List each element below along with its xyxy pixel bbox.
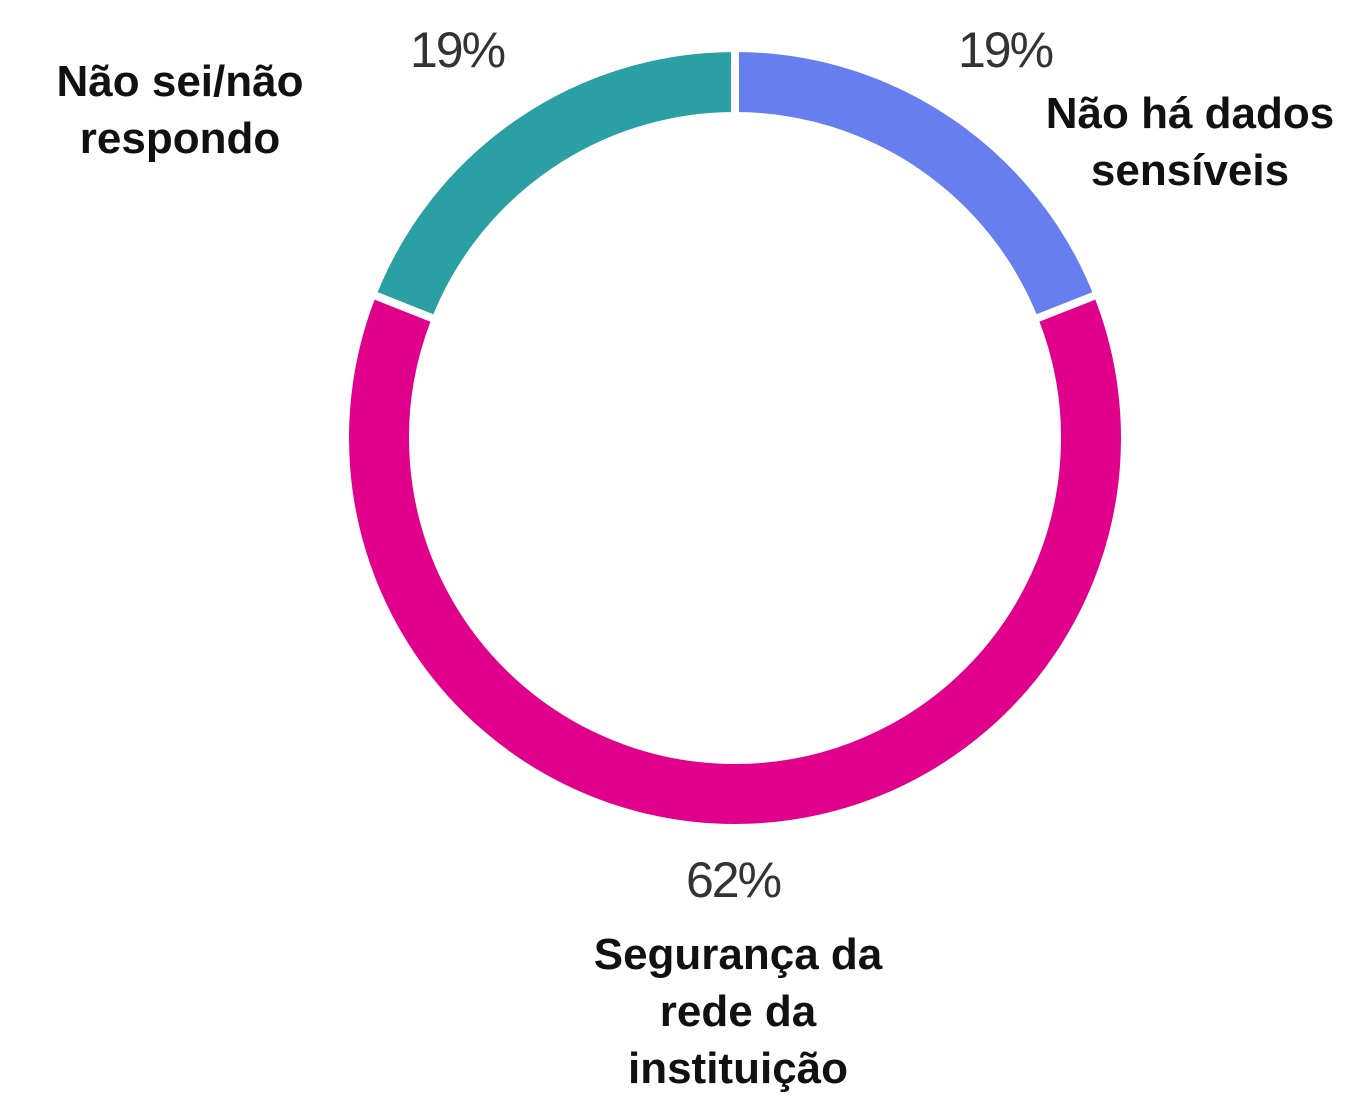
value-label: 19% [957, 22, 1054, 78]
category-label: Segurança da rede da instituição [593, 930, 883, 1094]
donut-segment [340, 289, 1129, 832]
value-label: 19% [409, 22, 506, 78]
value-label: 62% [685, 852, 782, 908]
donut-segment [367, 43, 739, 325]
category-label: Não sei/não respondo [56, 56, 304, 163]
category-label: Não há dados sensíveis [1045, 88, 1335, 195]
